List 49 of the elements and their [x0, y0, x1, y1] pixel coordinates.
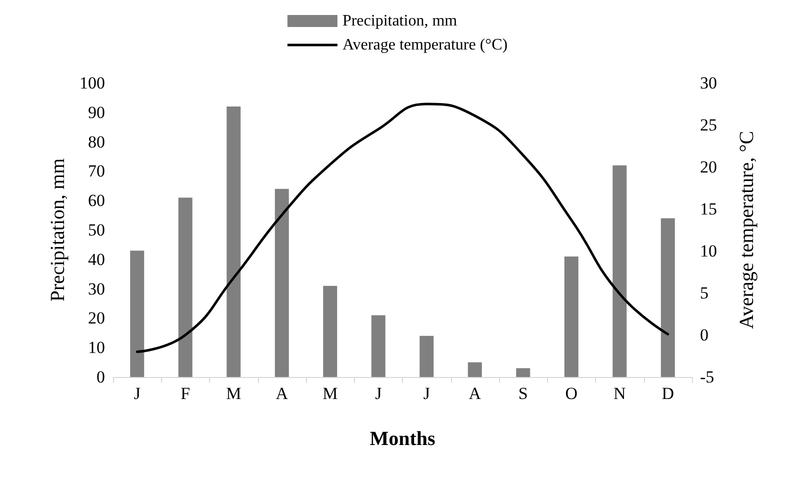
- bar: [371, 315, 386, 377]
- bar: [468, 362, 482, 377]
- x-tick-label: D: [662, 384, 674, 403]
- bar: [564, 256, 578, 377]
- bar: [274, 188, 289, 377]
- y-tick-label: 90: [88, 102, 105, 122]
- legend-label: Average temperature (°C): [342, 36, 508, 54]
- y-tick-label: 30: [88, 279, 105, 298]
- x-tick-label: J: [375, 384, 382, 403]
- bar: [612, 165, 627, 377]
- bar: [323, 286, 338, 377]
- x-tick-label: M: [322, 384, 338, 403]
- line-series: [136, 102, 670, 354]
- x-axis-title: Months: [370, 428, 436, 450]
- bar: [130, 250, 144, 377]
- y2-tick-label: 30: [700, 74, 717, 92]
- bar: [178, 198, 192, 377]
- y-tick-label: 70: [88, 162, 105, 181]
- y2-tick-label: 25: [700, 116, 717, 134]
- y2-tick-label: 20: [700, 158, 717, 176]
- y2-tick-label: 15: [700, 200, 717, 218]
- y-tick-label: 80: [88, 132, 105, 152]
- x-tick-label: M: [226, 384, 242, 403]
- x-tick-label: J: [423, 384, 430, 403]
- y2-tick-label: 0: [700, 326, 708, 344]
- y-tick-label: 10: [88, 338, 105, 358]
- bar: [420, 336, 434, 377]
- y-axis-title: Precipitation, mm: [47, 158, 69, 302]
- y2-tick-label: 10: [700, 242, 717, 260]
- y-tick-label: 100: [80, 74, 105, 92]
- x-tick-label: A: [276, 384, 289, 403]
- y-tick-label: 60: [88, 191, 105, 210]
- x-tick-label: A: [468, 384, 482, 403]
- y-tick-label: 40: [88, 250, 105, 269]
- y-tick-label: 0: [96, 368, 105, 386]
- bar: [226, 106, 241, 377]
- x-tick-label: F: [180, 384, 190, 403]
- x-tick-label: J: [134, 384, 141, 403]
- y-tick-label: 20: [88, 308, 105, 328]
- x-tick-label: S: [518, 384, 528, 403]
- y2-tick-label: -5: [700, 368, 714, 386]
- legend-label: Precipitation, mm: [342, 12, 458, 30]
- y2-tick-label: 5: [700, 284, 708, 302]
- y-tick-label: 50: [88, 220, 105, 240]
- x-tick-label: O: [565, 384, 578, 403]
- bar: [660, 218, 675, 377]
- bar: [516, 368, 530, 377]
- y2-axis-title: Average temperature, °C: [736, 130, 758, 330]
- x-tick-label: N: [613, 384, 626, 403]
